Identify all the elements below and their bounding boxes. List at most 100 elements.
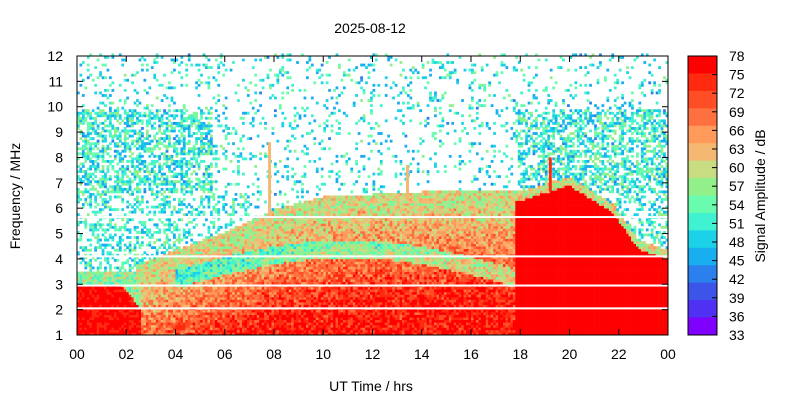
heatmap-cell [207, 76, 211, 80]
heatmap-cell [133, 291, 137, 295]
heatmap-cell [170, 58, 174, 62]
heatmap-cell [104, 281, 107, 285]
heatmap-cell [212, 192, 216, 196]
heatmap-cell [106, 228, 110, 232]
heatmap-cell [128, 271, 132, 275]
heatmap-cell [158, 127, 162, 130]
heatmap-cell [96, 203, 100, 206]
heatmap-cell [160, 332, 164, 336]
heatmap-cell [205, 263, 208, 267]
heatmap-cell [126, 200, 130, 204]
heatmap-cell [212, 289, 216, 293]
heatmap-cell [91, 274, 95, 277]
heatmap-cell [283, 263, 287, 267]
heatmap-cell [104, 256, 107, 260]
heatmap-cell [86, 139, 90, 143]
heatmap-cell [77, 281, 80, 285]
heatmap-cell [131, 319, 134, 323]
heatmap-cell [138, 309, 142, 313]
heatmap-cell [264, 304, 267, 308]
heatmap-cell [209, 261, 213, 265]
heatmap-cell [281, 233, 285, 237]
heatmap-cell [91, 289, 95, 293]
heatmap-cell [182, 271, 186, 275]
heatmap-cell [256, 109, 260, 113]
heatmap-cell [219, 195, 223, 199]
heatmap-cell [244, 294, 248, 298]
heatmap-cell [232, 312, 235, 316]
heatmap-cell [195, 322, 198, 326]
heatmap-cell [170, 180, 174, 184]
heatmap-cell [89, 291, 93, 295]
heatmap-cell [163, 314, 166, 318]
heatmap-cell [180, 253, 184, 257]
heatmap-cell [177, 319, 181, 323]
heatmap-cell [224, 251, 228, 255]
heatmap-cell [155, 286, 159, 290]
heatmap-cell [163, 281, 166, 285]
heatmap-cell [99, 170, 102, 173]
heatmap-cell [86, 261, 90, 265]
heatmap-cell [269, 248, 272, 252]
heatmap-cell [246, 291, 250, 295]
heatmap-cell [219, 271, 223, 275]
heatmap-cell [109, 111, 112, 115]
heatmap-cell [212, 263, 216, 267]
heatmap-cell [205, 271, 208, 275]
heatmap-cell [84, 157, 88, 161]
heatmap-cell [246, 241, 250, 244]
heatmap-cell [136, 165, 139, 168]
heatmap-cell [77, 223, 80, 227]
heatmap-cell [246, 246, 250, 250]
heatmap-cell [180, 177, 184, 181]
heatmap-cell [153, 281, 157, 285]
heatmap-cell [207, 203, 211, 206]
heatmap-cell [197, 329, 201, 333]
heatmap-cell [190, 114, 194, 118]
heatmap-cell [89, 286, 93, 290]
heatmap-cell [133, 111, 137, 115]
heatmap-cell [136, 139, 139, 143]
heatmap-cell [227, 127, 230, 130]
heatmap-cell [126, 291, 130, 295]
heatmap-cell [104, 324, 107, 328]
heatmap-cell [116, 127, 120, 130]
heatmap-cell [131, 279, 134, 283]
heatmap-cell [207, 269, 211, 272]
heatmap-cell [158, 312, 162, 316]
heatmap-cell [190, 291, 194, 295]
heatmap-cell [274, 231, 277, 234]
heatmap-cell [251, 256, 255, 260]
heatmap-cell [224, 192, 228, 196]
heatmap-cell [81, 299, 85, 303]
heatmap-cell [175, 147, 179, 151]
heatmap-cell [217, 83, 221, 87]
heatmap-cell [160, 210, 164, 214]
heatmap-cell [219, 243, 223, 247]
heatmap-cell [109, 269, 112, 272]
heatmap-cell [190, 299, 194, 303]
heatmap-cell [202, 309, 206, 313]
heatmap-cell [123, 170, 127, 173]
heatmap-cell [148, 177, 152, 181]
heatmap-cell [138, 200, 142, 204]
heatmap-cell [202, 182, 206, 186]
heatmap-cell [214, 269, 218, 272]
heatmap-cell [96, 322, 100, 326]
heatmap-cell [222, 111, 226, 115]
heatmap-cell [261, 236, 265, 239]
heatmap-cell [269, 327, 272, 331]
heatmap-cell [106, 319, 110, 323]
heatmap-cell [96, 296, 100, 300]
heatmap-cell [77, 299, 80, 303]
heatmap-cell [264, 327, 267, 331]
heatmap-cell [180, 294, 184, 298]
heatmap-cell [224, 263, 228, 267]
heatmap-cell [177, 228, 181, 232]
heatmap-cell [195, 127, 198, 130]
heatmap-cell [190, 205, 194, 209]
heatmap-cell [207, 289, 211, 293]
heatmap-cell [239, 281, 243, 285]
heatmap-cell [232, 309, 235, 313]
heatmap-cell [99, 246, 102, 250]
